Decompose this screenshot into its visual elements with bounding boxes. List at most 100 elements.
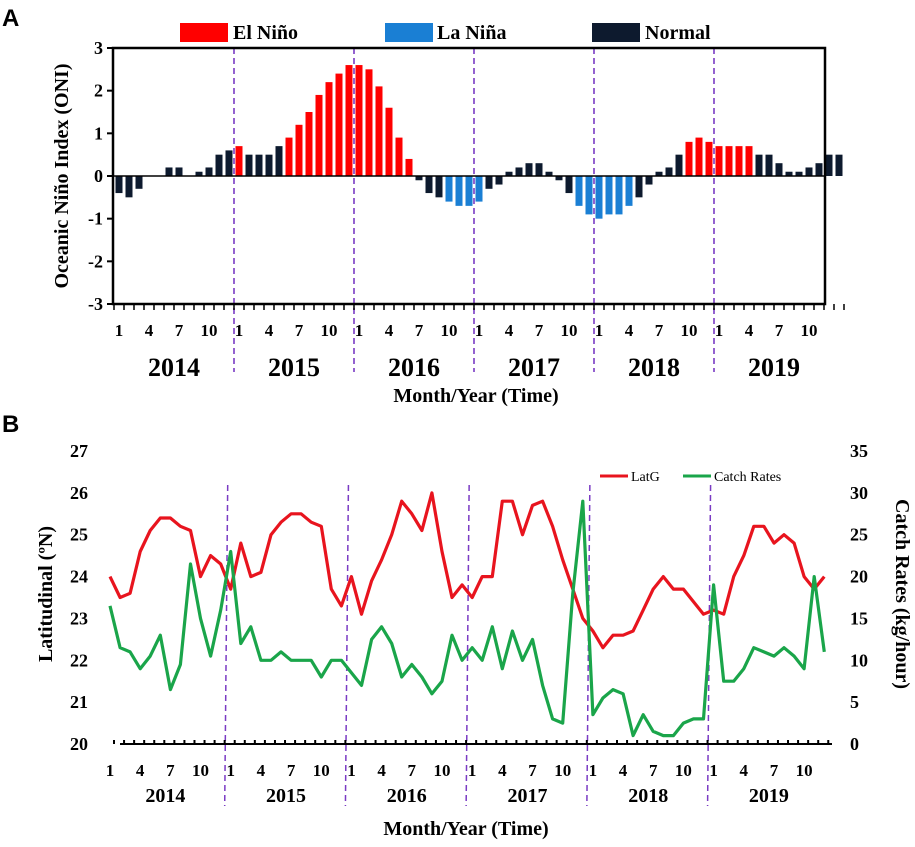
oni-bar [805,167,813,176]
oni-bar [565,176,573,194]
panel-b-month-label: 1 [468,761,477,780]
panel-a-y-tick-label: 2 [94,81,103,101]
panel-b-month-label: 4 [619,761,628,780]
panel-a-month-label: 4 [385,321,394,340]
oni-bar [775,163,783,176]
oni-bar [595,176,603,219]
panel-b-legend: LatG Catch Rates [600,470,781,485]
panel-b-month-label: 7 [649,761,658,780]
oni-bar [705,141,713,176]
oni-bar [195,171,203,176]
series-line-latg [108,491,826,650]
oni-bar [345,65,353,176]
panel-a-legend: El Niño La Niña Normal [180,22,711,44]
panel-b-minor-ticks [113,740,830,744]
oni-bar [465,176,473,206]
oni-bar [225,150,233,176]
oni-bar [175,167,183,176]
panel-b-year-label: 2019 [749,785,789,807]
series-line-catch-rates [108,499,826,738]
panel-a-month-label: 10 [321,321,338,340]
panel-b-left-tick-label: 23 [70,608,88,628]
oni-bar [815,163,823,176]
panel-a-y-tick-label: 0 [94,166,103,186]
panel-a-month-label: 7 [415,321,424,340]
panel-a-month-label: 4 [625,321,634,340]
legend-label-catch-rates: Catch Rates [714,470,781,485]
panel-a-month-label: 10 [801,321,818,340]
panel-a-label: A [2,5,19,32]
oni-bar [315,94,323,176]
oni-bar [365,69,373,176]
oni-bar [495,176,503,185]
oni-bar [785,171,793,176]
oni-bar [645,176,653,185]
panel-b-year-label: 2017 [507,785,547,807]
panel-a-month-label: 4 [265,321,274,340]
oni-bar [425,176,433,194]
oni-bar [165,167,173,176]
panel-b-right-tick-label: 30 [850,483,868,503]
oni-bar [535,163,543,176]
oni-bar [625,176,633,206]
panel-b-left-axis-label: Latitudinal (ºN) [35,526,57,662]
panel-a-y-tick-label: 1 [94,123,103,143]
oni-bar [635,176,643,198]
panel-a-x-axis-label: Month/Year (Time) [393,385,558,407]
panel-a-month-label: 1 [715,321,724,340]
panel-b-month-label: 10 [796,761,813,780]
panel-a-month-label: 4 [745,321,754,340]
oni-bar [665,167,673,176]
oni-bar [245,154,253,176]
panel-b-month-label: 4 [498,761,507,780]
panel-b-right-tick-label: 20 [850,567,868,587]
oni-bar [205,167,213,176]
panel-b-month-label: 4 [377,761,386,780]
panel-a-month-label: 4 [145,321,154,340]
oni-bar [445,176,453,202]
oni-bar [435,176,443,198]
panel-a-y-tick-label: -2 [88,251,103,271]
panel-b-year-label: 2016 [387,785,427,807]
panel-a-year-label: 2019 [748,353,800,382]
panel-a-month-label: 7 [775,321,784,340]
legend-swatch-la-nina [385,23,433,42]
oni-bar [585,176,593,215]
oni-bar [835,154,843,176]
oni-bar [725,146,733,176]
panel-b-left-tick-label: 27 [70,441,88,461]
panel-b-right-tick-label: 35 [850,441,868,461]
panel-b-month-label: 7 [408,761,417,780]
panel-a-month-label: 7 [295,321,304,340]
legend-label-latg: LatG [631,470,660,485]
oni-bar [265,154,273,176]
legend-label-el-nino: El Niño [233,22,298,44]
oni-bar [355,65,363,176]
panel-b-month-label: 1 [106,761,115,780]
panel-b-year-label: 2015 [266,785,306,807]
panel-b-right-tick-label: 25 [850,525,868,545]
panel-b-left-tick-label: 25 [70,525,88,545]
panel-a-month-label: 1 [115,321,124,340]
oni-bar [305,112,313,176]
panel-b-month-label: 10 [554,761,571,780]
legend-swatch-normal [592,23,640,42]
panel-a-y-tick-label: -1 [88,209,103,229]
panel-b-year-label: 2018 [628,785,668,807]
panel-b-series [108,491,826,738]
oni-bar [395,137,403,176]
panel-a-y-tick-label: 3 [94,38,103,58]
oni-bar [125,176,133,198]
panel-b-month-label: 10 [675,761,692,780]
oni-bar [215,154,223,176]
oni-bar [415,176,423,181]
panel-b-month-label: 1 [347,761,356,780]
oni-bar [545,171,553,176]
panel-a-month-label: 7 [535,321,544,340]
oni-bar [135,176,143,189]
panel-b-year-divider [223,484,229,807]
panel-a-month-label: 1 [475,321,484,340]
oni-bar [325,82,333,176]
oni-bar [755,154,763,176]
panel-b-left-tick-label: 22 [70,650,88,670]
